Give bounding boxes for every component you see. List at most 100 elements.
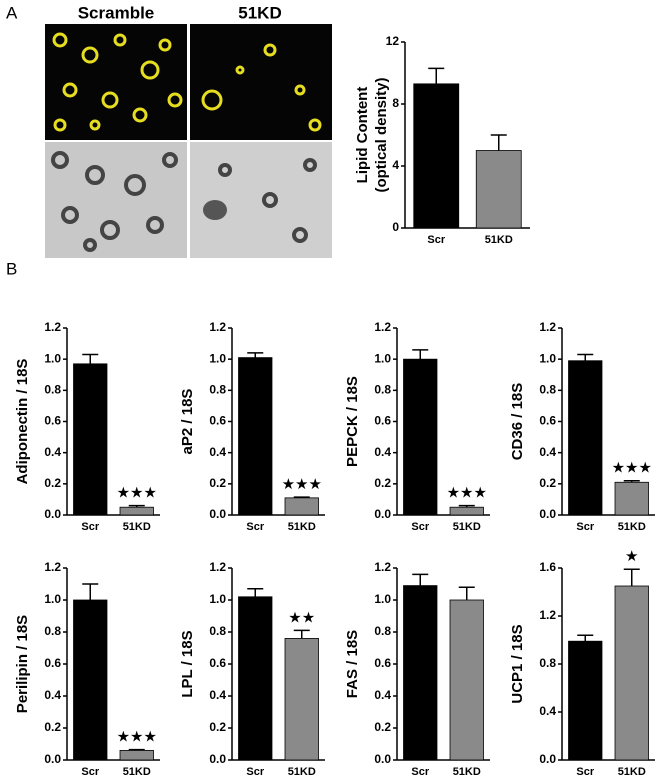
y-tick-label: 0.8	[44, 624, 61, 638]
error-bar	[490, 134, 507, 151]
error-bar	[458, 586, 475, 600]
x-tick-label: 51KD	[618, 521, 646, 533]
y-tick-label: 0.4	[209, 445, 226, 459]
panel-label: B	[6, 259, 17, 278]
y-tick-label: 0.2	[539, 476, 556, 490]
y-tick-label: 0.8	[539, 383, 556, 397]
bar	[614, 585, 649, 761]
significance: ★★★	[612, 460, 652, 477]
significance: ★	[625, 548, 638, 565]
error-bar	[577, 634, 594, 642]
x-tick-label: 51KD	[453, 766, 481, 778]
significance: ★★★	[447, 485, 487, 502]
y-tick-label: 0.4	[539, 704, 556, 718]
bar	[413, 83, 460, 229]
y-tick-label: 0.8	[374, 624, 391, 638]
bar	[449, 599, 484, 761]
y-tick-label: 1.2	[44, 320, 61, 334]
bar	[449, 506, 484, 516]
y-axis-label: (optical density)	[373, 77, 390, 192]
x-tick-label: Scr	[576, 521, 594, 533]
y-tick-label: 0.2	[44, 476, 61, 490]
error-bar	[128, 748, 145, 751]
y-tick-label: 1.0	[374, 592, 391, 606]
image-label: 51KD	[238, 3, 281, 22]
y-tick-label: 0.8	[209, 624, 226, 638]
error-bar	[128, 504, 145, 508]
y-tick-label: 0.0	[44, 507, 61, 521]
y-tick-label: 4	[392, 158, 399, 172]
y-tick-label: 1.2	[209, 560, 226, 574]
y-tick-label: 0.6	[44, 656, 61, 670]
y-tick-label: 0.2	[209, 476, 226, 490]
y-tick-label: 0.6	[374, 656, 391, 670]
error-bar	[82, 353, 99, 364]
significance: ★★★	[117, 729, 157, 746]
y-axis-label: Perilipin / 18S	[14, 615, 31, 713]
bar	[284, 638, 319, 761]
panel-label: A	[6, 3, 18, 22]
y-tick-label: 0.2	[374, 720, 391, 734]
x-tick-label: Scr	[427, 234, 445, 246]
x-tick-label: Scr	[81, 521, 99, 533]
y-tick-label: 1.6	[539, 560, 556, 574]
y-tick-label: 0.8	[374, 383, 391, 397]
error-bar	[623, 568, 640, 586]
y-tick-label: 1.0	[44, 351, 61, 365]
bar	[614, 481, 649, 516]
y-tick-label: 0.0	[209, 752, 226, 766]
y-tick-label: 1.0	[44, 592, 61, 606]
y-tick-label: 0.4	[539, 445, 556, 459]
x-tick-label: Scr	[411, 521, 429, 533]
error-bar	[623, 479, 640, 483]
error-bar	[412, 573, 429, 586]
y-tick-label: 0.4	[44, 688, 61, 702]
y-tick-label: 0.6	[209, 414, 226, 428]
y-tick-label: 0.4	[209, 688, 226, 702]
y-tick-label: 0.0	[539, 507, 556, 521]
bar	[568, 360, 603, 516]
y-tick-label: 1.0	[209, 351, 226, 365]
bar	[568, 640, 603, 761]
x-tick-label: 51KD	[123, 766, 151, 778]
y-axis-label: UCP1 / 18S	[509, 624, 526, 703]
x-tick-label: 51KD	[288, 766, 316, 778]
bar	[119, 750, 154, 761]
y-tick-label: 1.2	[44, 560, 61, 574]
y-tick-label: 1.2	[539, 320, 556, 334]
y-tick-label: 0.8	[44, 383, 61, 397]
y-tick-label: 8	[392, 96, 399, 110]
y-tick-label: 0.4	[374, 445, 391, 459]
y-tick-label: 1.0	[209, 592, 226, 606]
y-tick-label: 0.8	[539, 656, 556, 670]
y-tick-label: 0.8	[209, 383, 226, 397]
y-tick-label: 0.4	[44, 445, 61, 459]
x-tick-label: Scr	[81, 766, 99, 778]
x-tick-label: Scr	[246, 766, 264, 778]
y-tick-label: 0.6	[374, 414, 391, 428]
y-tick-label: 0.6	[44, 414, 61, 428]
bar	[403, 358, 438, 516]
error-bar	[577, 353, 594, 361]
bar	[475, 150, 522, 229]
error-bar	[247, 352, 264, 358]
x-tick-label: 51KD	[123, 521, 151, 533]
y-tick-label: 0.0	[209, 507, 226, 521]
bar	[403, 585, 438, 761]
error-bar	[412, 349, 429, 360]
y-axis-label: Lipid Content	[354, 87, 371, 184]
y-tick-label: 1.2	[209, 320, 226, 334]
x-tick-label: Scr	[411, 766, 429, 778]
x-tick-label: 51KD	[618, 766, 646, 778]
error-bar	[293, 629, 310, 639]
y-axis-label: LPL / 18S	[179, 630, 196, 697]
y-axis-label: CD36 / 18S	[509, 383, 526, 461]
y-tick-label: 0.2	[374, 476, 391, 490]
bar	[73, 599, 108, 761]
y-axis-label: Adiponectin / 18S	[14, 359, 31, 485]
error-bar	[293, 496, 310, 498]
x-tick-label: 51KD	[453, 521, 481, 533]
error-bar	[247, 588, 264, 597]
x-tick-label: 51KD	[485, 234, 513, 246]
y-tick-label: 1.0	[374, 351, 391, 365]
